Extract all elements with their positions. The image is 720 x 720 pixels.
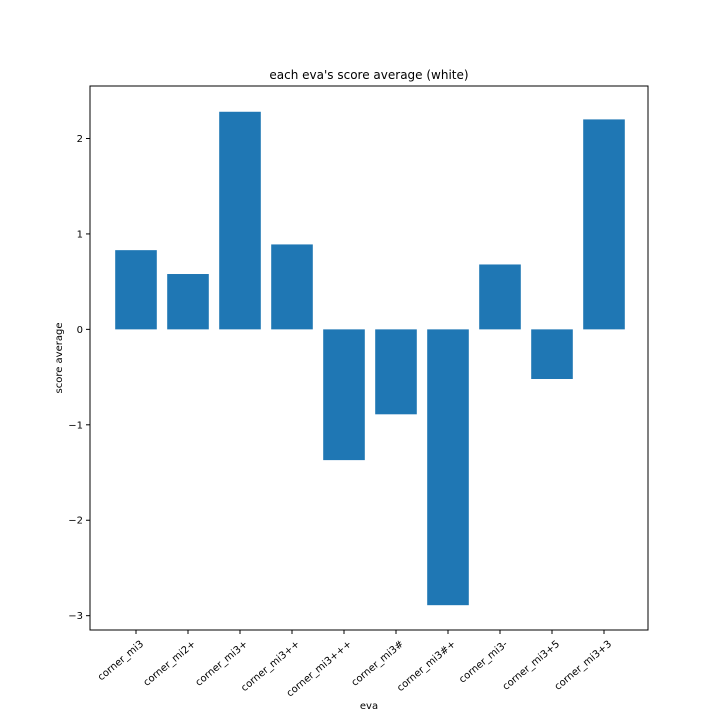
y-tick-label: 1 bbox=[77, 229, 83, 240]
bar-9 bbox=[531, 329, 573, 379]
plot-area-frame bbox=[89, 85, 649, 631]
bar-1 bbox=[115, 250, 157, 330]
y-tick-label: 2 bbox=[77, 134, 83, 145]
bar-10 bbox=[583, 119, 625, 330]
y-axis: −3 −2 −1 0 1 2 bbox=[68, 134, 90, 622]
bars-group bbox=[115, 111, 625, 606]
bar-6 bbox=[375, 329, 417, 415]
bar-8 bbox=[479, 264, 521, 330]
bar-7 bbox=[427, 329, 469, 606]
y-tick-label: −3 bbox=[68, 611, 83, 622]
x-axis-title: eva bbox=[360, 701, 378, 712]
y-axis-title: score average bbox=[54, 323, 65, 394]
y-tick-label: 0 bbox=[77, 325, 83, 336]
bar-5 bbox=[323, 329, 365, 461]
chart-title: each eva's score average (white) bbox=[269, 68, 468, 82]
bar-3 bbox=[219, 111, 261, 330]
y-tick-label: −1 bbox=[68, 420, 83, 431]
bar-4 bbox=[271, 244, 313, 330]
y-tick-label: −2 bbox=[68, 516, 83, 527]
bar-2 bbox=[167, 274, 209, 330]
